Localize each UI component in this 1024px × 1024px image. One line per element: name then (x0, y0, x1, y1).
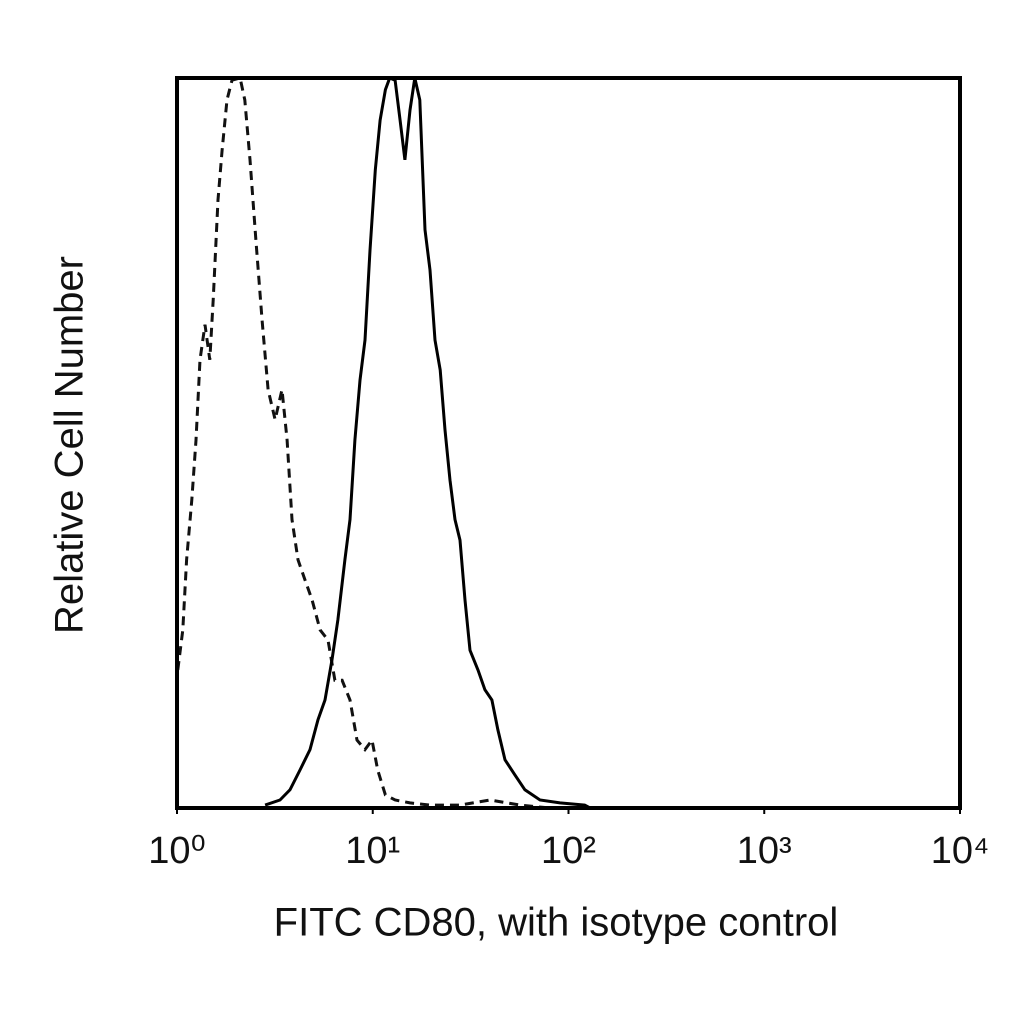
x-tick-label: 10⁰ (148, 830, 206, 872)
y-axis-title: Relative Cell Number (48, 256, 92, 634)
histogram-line (176, 76, 551, 810)
histogram-line (264, 76, 591, 810)
x-tick-label: 10⁴ (931, 830, 990, 872)
x-tick-label: 10² (541, 830, 596, 872)
x-tick-label: 10³ (737, 830, 792, 872)
plot-frame (175, 76, 962, 810)
x-tick-label: 10¹ (345, 830, 400, 872)
x-axis-title: FITC CD80, with isotype control (274, 901, 839, 945)
